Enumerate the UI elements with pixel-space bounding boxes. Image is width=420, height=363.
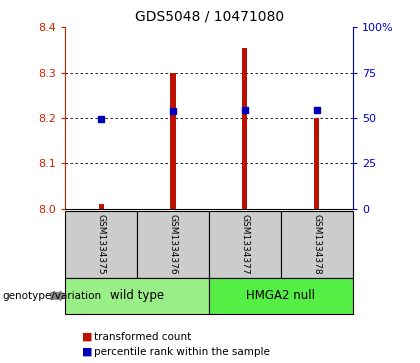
Text: percentile rank within the sample: percentile rank within the sample (94, 347, 270, 357)
Bar (242, 48, 247, 209)
Text: GSM1334375: GSM1334375 (97, 214, 105, 274)
Text: genotype/variation: genotype/variation (2, 291, 101, 301)
Bar (99, 204, 104, 209)
Text: GSM1334378: GSM1334378 (312, 214, 321, 274)
Text: ■: ■ (82, 347, 92, 357)
Text: GSM1334376: GSM1334376 (168, 214, 178, 274)
Text: GDS5048 / 10471080: GDS5048 / 10471080 (135, 9, 285, 23)
Bar (171, 73, 176, 209)
Text: ■: ■ (82, 332, 92, 342)
Text: transformed count: transformed count (94, 332, 192, 342)
Text: GSM1334377: GSM1334377 (240, 214, 249, 274)
Bar (314, 118, 319, 209)
Text: HMGA2 null: HMGA2 null (247, 289, 315, 302)
Text: wild type: wild type (110, 289, 164, 302)
